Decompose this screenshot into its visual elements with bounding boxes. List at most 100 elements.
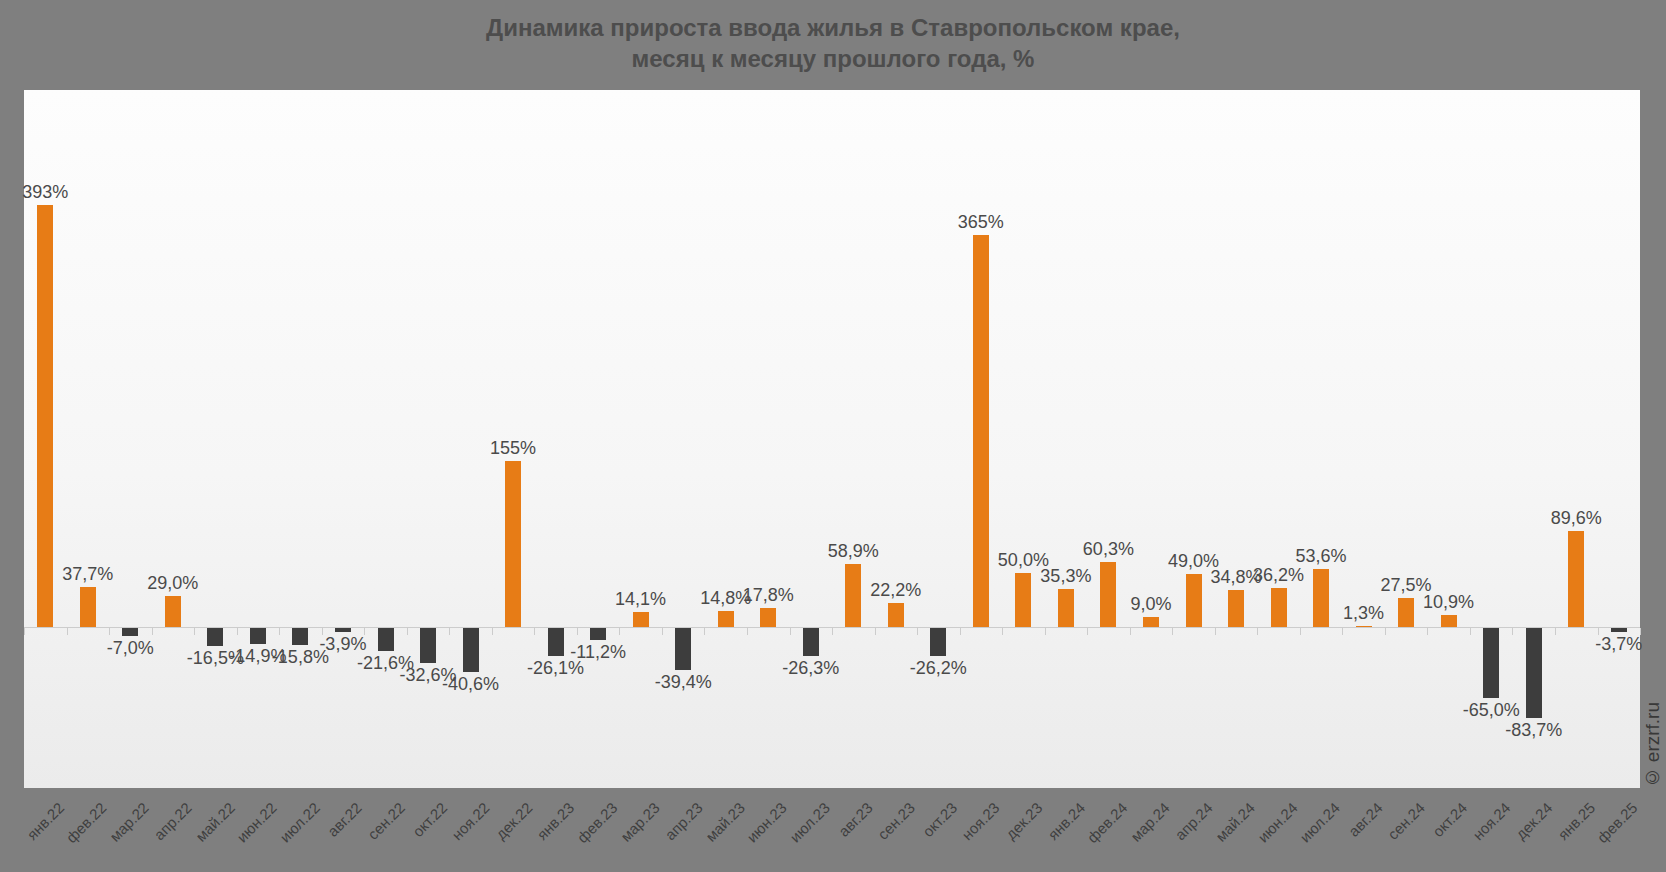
- bar-value-label: -83,7%: [1476, 720, 1592, 741]
- x-axis-tick: [109, 628, 110, 635]
- x-axis-tick: [237, 628, 238, 635]
- bar: [1058, 589, 1074, 627]
- x-tick-label: июл.24: [1297, 799, 1344, 846]
- bar-value-label: -65,0%: [1433, 700, 1549, 721]
- x-tick-label: авг.23: [834, 799, 875, 840]
- x-tick-label: апр.22: [151, 799, 195, 843]
- bar: [760, 608, 776, 627]
- bar: [207, 628, 223, 646]
- bar: [675, 628, 691, 670]
- x-tick-label: июл.23: [786, 799, 833, 846]
- x-tick-label: янв.23: [534, 799, 578, 843]
- bar-value-label: 58,9%: [795, 541, 911, 562]
- bar-value-label: 10,9%: [1391, 592, 1507, 613]
- x-axis-tick: [832, 628, 833, 635]
- x-tick-label: дек.23: [1002, 799, 1045, 842]
- bar: [930, 628, 946, 656]
- x-tick-label: мар.24: [1127, 799, 1173, 845]
- x-tick-label: май.22: [192, 799, 238, 845]
- x-tick-label: апр.24: [1171, 799, 1215, 843]
- bar: [250, 628, 266, 644]
- x-tick-label: дек.24: [1512, 799, 1555, 842]
- bar-value-label: -26,2%: [880, 658, 996, 679]
- x-axis-tick: [1385, 628, 1386, 635]
- x-tick-label: фев.23: [573, 799, 620, 846]
- x-axis-tick: [279, 628, 280, 635]
- x-axis-tick: [790, 628, 791, 635]
- x-axis-tick: [662, 628, 663, 635]
- bar-value-label: 393%: [0, 182, 103, 203]
- x-axis-tick: [1555, 628, 1556, 635]
- x-tick-label: ноя.22: [448, 799, 492, 843]
- x-tick-label: фев.24: [1083, 799, 1130, 846]
- bar: [888, 603, 904, 627]
- bar-value-label: -3,7%: [1561, 634, 1666, 655]
- bar-value-label: 9,0%: [1093, 594, 1209, 615]
- chart-title: Динамика прироста ввода жилья в Ставропо…: [0, 12, 1666, 74]
- plot-area: 393%37,7%-7,0%29,0%-16,5%-14,9%-15,8%-3,…: [24, 90, 1640, 788]
- bar: [633, 612, 649, 627]
- x-tick-label: окт.24: [1430, 799, 1471, 840]
- x-tick-label: сен.23: [874, 799, 918, 843]
- x-axis-tick: [492, 628, 493, 635]
- chart-title-line1: Динамика прироста ввода жилья в Ставропо…: [0, 12, 1666, 43]
- bar-value-label: 17,8%: [710, 585, 826, 606]
- bar-value-label: 22,2%: [838, 580, 954, 601]
- chart-title-line2: месяц к месяцу прошлого года, %: [0, 43, 1666, 74]
- x-tick-label: окт.22: [409, 799, 450, 840]
- x-axis-tick: [619, 628, 620, 635]
- x-tick-label: фев.25: [1594, 799, 1641, 846]
- bar-value-label: 53,6%: [1263, 546, 1379, 567]
- bar-value-label: -26,3%: [753, 658, 869, 679]
- bar: [1356, 626, 1372, 627]
- bar-value-label: -11,2%: [540, 642, 656, 663]
- x-axis-tick: [534, 628, 535, 635]
- bar-value-label: 365%: [923, 212, 1039, 233]
- bar-value-label: 36,2%: [1221, 565, 1337, 586]
- x-tick-label: сен.22: [364, 799, 408, 843]
- watermark: © erzrf.ru: [1642, 702, 1664, 788]
- x-axis-tick: [1215, 628, 1216, 635]
- chart-canvas: Динамика прироста ввода жилья в Ставропо…: [0, 0, 1666, 872]
- x-tick-label: фев.22: [63, 799, 110, 846]
- x-axis-tick: [1470, 628, 1471, 635]
- x-tick-label: апр.23: [661, 799, 705, 843]
- x-tick-label: июл.22: [276, 799, 323, 846]
- bar-value-label: 35,3%: [1008, 566, 1124, 587]
- x-tick-label: сен.24: [1384, 799, 1428, 843]
- bar: [165, 596, 181, 627]
- bar: [505, 461, 521, 627]
- x-axis-tick: [704, 628, 705, 635]
- x-tick-label: авг.22: [324, 799, 365, 840]
- x-axis-tick: [1002, 628, 1003, 635]
- x-axis-tick: [152, 628, 153, 635]
- x-tick-label: ноя.23: [959, 799, 1003, 843]
- x-axis-tick: [1130, 628, 1131, 635]
- x-axis-tick: [1300, 628, 1301, 635]
- x-tick-label: дек.22: [492, 799, 535, 842]
- x-tick-label: ноя.24: [1469, 799, 1513, 843]
- x-axis-tick: [917, 628, 918, 635]
- x-axis-tick: [875, 628, 876, 635]
- x-tick-label: май.23: [702, 799, 748, 845]
- x-axis-tick: [960, 628, 961, 635]
- x-axis-tick: [1087, 628, 1088, 635]
- x-axis-tick: [407, 628, 408, 635]
- x-tick-label: мар.23: [617, 799, 663, 845]
- x-axis-tick: [1172, 628, 1173, 635]
- x-tick-label: янв.24: [1044, 799, 1088, 843]
- x-axis-tick: [747, 628, 748, 635]
- x-tick-label: мар.22: [106, 799, 152, 845]
- bar: [718, 611, 734, 627]
- x-axis-tick: [449, 628, 450, 635]
- x-axis-tick: [67, 628, 68, 635]
- bar-value-label: 155%: [455, 438, 571, 459]
- bar: [80, 587, 96, 628]
- bar: [1568, 531, 1584, 627]
- bar: [1611, 628, 1627, 632]
- x-axis-tick: [1257, 628, 1258, 635]
- x-axis-tick: [194, 628, 195, 635]
- bar-value-label: 89,6%: [1518, 508, 1634, 529]
- bar-value-label: 29,0%: [115, 573, 231, 594]
- bar: [1143, 617, 1159, 627]
